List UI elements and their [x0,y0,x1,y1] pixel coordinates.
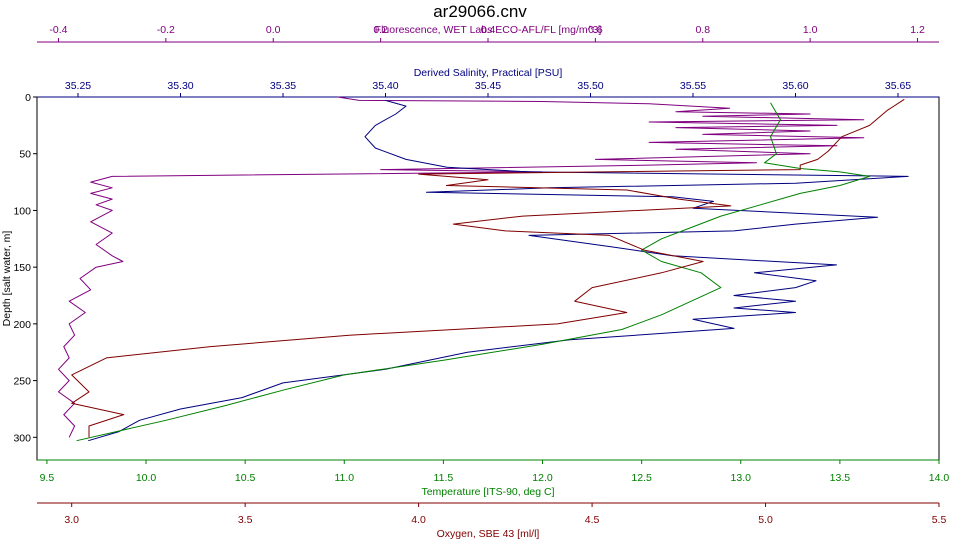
fluorescence-axis-label: Fluorescence, WET Labs ECO-AFL/FL [mg/m^… [375,24,602,36]
salinity-tick-label: 35.25 [65,80,91,92]
salinity-tick-label: 35.30 [167,80,193,92]
fluorescence-tick-label: 1.2 [910,24,925,36]
temperature-series-line [76,102,871,442]
salinity-tick-label: 35.60 [782,80,808,92]
temperature-tick-label: 13.5 [830,472,851,484]
fluorescence-tick-label: 0.4 [481,24,496,36]
temperature-axis-label: Temperature [ITS-90, deg C] [421,486,554,498]
y-tick-label: 0 [25,92,31,104]
y-tick-label: 100 [13,205,31,217]
y-tick-label: 150 [13,262,31,274]
axes: 0 50 100 150 200 250 300 Depth [salt water, m] -… [1,24,949,540]
plot-frame [36,96,940,461]
y-tick-label: 200 [13,319,31,331]
salinity-tick-label: 35.40 [372,80,398,92]
salinity-tick-label: 35.35 [270,80,296,92]
salinity-tick-label: 35.50 [577,80,603,92]
plot-area [58,96,909,442]
salinity-tick-label: 35.65 [885,80,911,92]
temperature-tick-label: 9.5 [40,472,55,484]
fluorescence-tick-label: 0.8 [695,24,710,36]
oxygen-tick-label: 5.5 [932,514,947,526]
temperature-tick-label: 12.0 [532,472,553,484]
salinity-tick-label: 35.55 [680,80,706,92]
fluorescence-tick-label: -0.2 [157,24,175,36]
fluorescence-tick-label: -0.4 [49,24,67,36]
salinity-axis-label: Derived Salinity, Practical [PSU] [414,67,563,79]
oxygen-series-line [71,98,905,438]
fluorescence-tick-label: 0.2 [373,24,388,36]
salinity-series-line [88,99,909,442]
oxygen-tick-label: 3.5 [238,514,253,526]
oxygen-tick-label: 5.0 [758,514,773,526]
temperature-tick-label: 10.0 [136,472,157,484]
temperature-tick-label: 12.5 [631,472,652,484]
y-axis-label: Depth [salt water, m] [1,231,13,327]
salinity-tick-label: 35.45 [475,80,501,92]
chart-title: ar29066.cnv [433,2,527,21]
y-tick-label: 300 [13,432,31,444]
temperature-tick-label: 11.0 [334,472,354,484]
temperature-tick-label: 11.5 [434,472,454,484]
fluorescence-series-line [58,96,865,438]
fluorescence-tick-label: 1.0 [803,24,818,36]
plot-border [36,96,940,461]
oxygen-tick-label: 4.0 [411,514,426,526]
temperature-tick-label: 10.5 [235,472,256,484]
temperature-tick-label: 14.0 [929,472,950,484]
fluorescence-tick-label: 0.6 [588,24,603,36]
oxygen-axis-label: Oxygen, SBE 43 [ml/l] [437,528,540,540]
y-tick-label: 50 [19,149,31,161]
oxygen-tick-label: 4.5 [585,514,600,526]
oxygen-tick-label: 3.0 [64,514,79,526]
fluorescence-tick-label: 0.0 [266,24,281,36]
temperature-tick-label: 13.0 [731,472,752,484]
y-tick-label: 250 [13,376,31,388]
